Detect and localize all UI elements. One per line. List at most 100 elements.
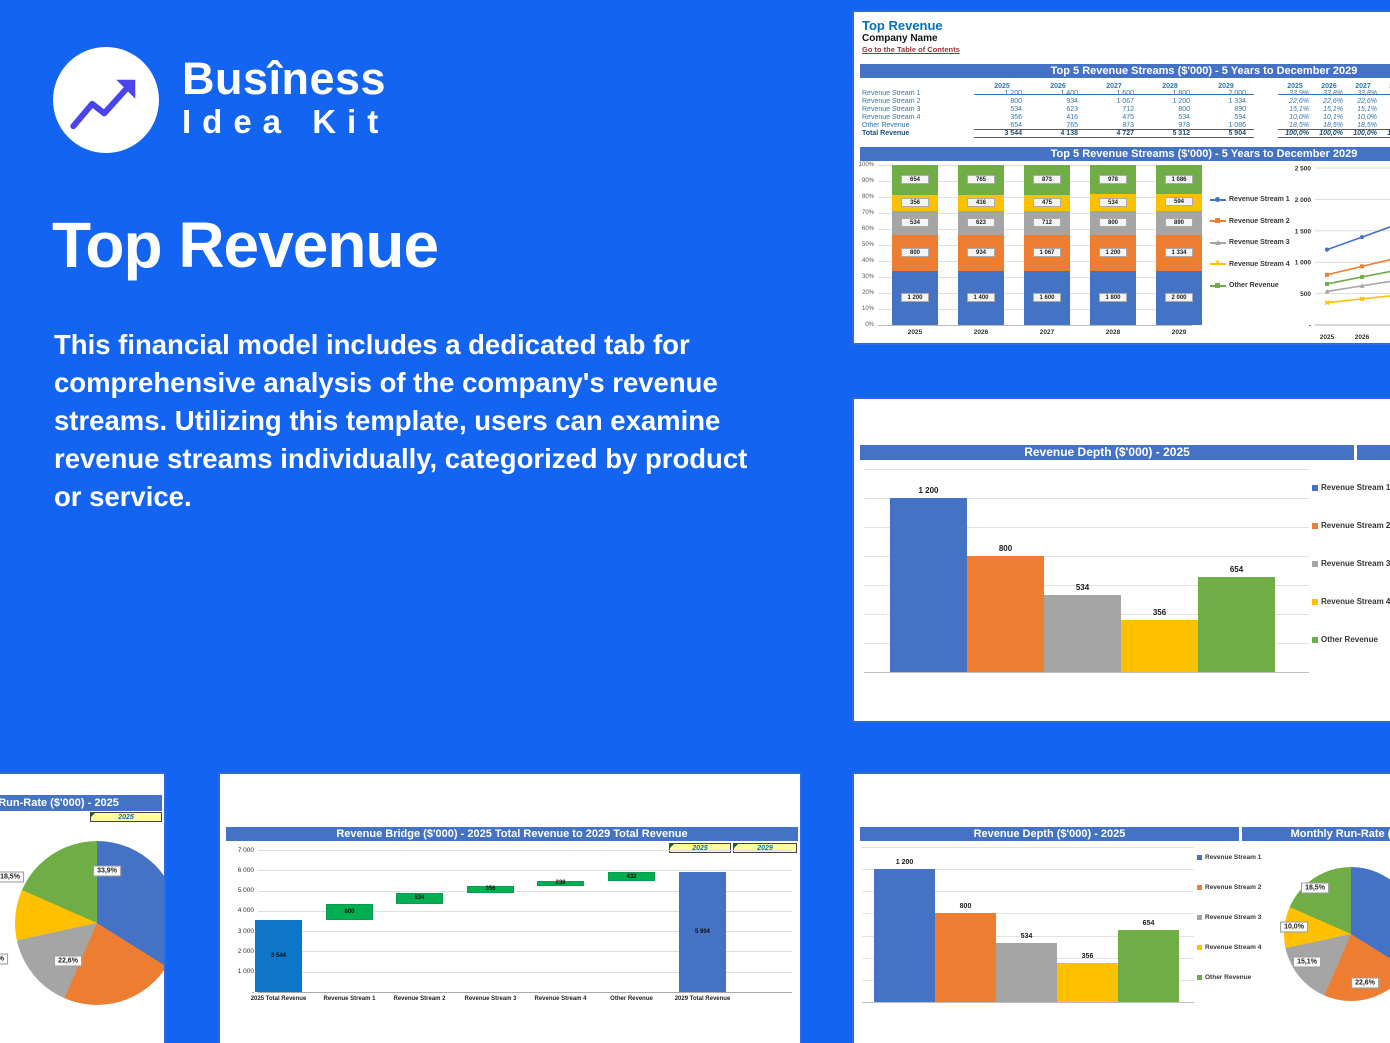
table-cell: 22,6% bbox=[1380, 98, 1390, 106]
bar-data-label: 1 200 bbox=[895, 859, 914, 867]
bar-data-label: 800 bbox=[998, 544, 1013, 553]
table-cell: 1 086 bbox=[1198, 122, 1254, 130]
legend-label: Revenue Stream 4 bbox=[1321, 597, 1390, 606]
table-header-bar: Top 5 Revenue Streams ($'000) - 5 Years … bbox=[860, 64, 1390, 78]
bridge-header-bar: Revenue Bridge ($'000) - 2025 Total Reve… bbox=[226, 827, 798, 841]
legend-item: Revenue Stream 2 bbox=[1210, 218, 1290, 225]
bar-data-label: 654 bbox=[1229, 565, 1244, 575]
table-cell: 22,6% bbox=[1323, 98, 1343, 105]
gridline bbox=[258, 850, 792, 851]
bar bbox=[874, 869, 935, 1002]
bar bbox=[935, 913, 996, 1002]
table-cell bbox=[1254, 106, 1278, 114]
legend-item: Revenue Stream 1 bbox=[1197, 854, 1261, 861]
svg-text:1 000: 1 000 bbox=[1295, 260, 1312, 267]
y-axis-label: 100% bbox=[858, 161, 874, 168]
gridline bbox=[862, 869, 1194, 871]
segment-data-label: 712 bbox=[1033, 217, 1061, 227]
table-cell: 10,0% bbox=[1289, 114, 1309, 121]
square-marker-icon bbox=[1197, 975, 1202, 980]
x-axis-category-label: 2025 Total Revenue bbox=[250, 996, 307, 1002]
brand-line2: Idea Kit bbox=[182, 103, 390, 140]
legend-item: Revenue Stream 3 bbox=[1197, 914, 1261, 921]
chart-header-bar: Top 5 Revenue Streams ($'000) - 5 Years … bbox=[860, 147, 1390, 161]
table-cell: 15,1% bbox=[1289, 106, 1309, 113]
segment-data-label: 890 bbox=[1165, 217, 1193, 227]
year-selector-cell[interactable]: 2025 bbox=[90, 812, 162, 822]
table-cell: Revenue Stream 2 bbox=[862, 98, 921, 105]
table-cell: 15,1% bbox=[1357, 106, 1377, 113]
gridline bbox=[862, 891, 1194, 893]
legend-label: Revenue Stream 2 bbox=[1205, 884, 1262, 891]
gridline bbox=[862, 935, 1194, 937]
bridge-year-from-cell[interactable]: 2025 bbox=[669, 843, 731, 853]
legend-label: Other Revenue bbox=[1321, 635, 1378, 644]
segment-data-label: 873 bbox=[1033, 174, 1061, 184]
bar-data-label: 534 bbox=[1075, 582, 1090, 592]
table-cell: 22,6% bbox=[1357, 98, 1377, 105]
table-cell: 10,1% bbox=[1380, 114, 1390, 122]
svg-text:500: 500 bbox=[1300, 291, 1311, 298]
table-cell: 10,1% bbox=[1323, 114, 1343, 121]
segment-data-label: 765 bbox=[967, 174, 995, 184]
gridline bbox=[864, 556, 1309, 557]
pie-percentage-label: 15,1% bbox=[0, 953, 8, 965]
table-cell: 2029 bbox=[1198, 82, 1254, 95]
legend-line-icon bbox=[1210, 282, 1226, 288]
y-axis-label: 70% bbox=[861, 209, 874, 216]
x-axis-label: 2029 bbox=[1171, 329, 1187, 336]
bar-data-label: 1 200 bbox=[918, 486, 939, 495]
waterfall-chart: - 1 000 2 000 3 000 4 000 5 000 6 000 7 000 3 54… bbox=[220, 774, 800, 1043]
legend-label: Other Revenue bbox=[1205, 974, 1252, 981]
table-cell: 534 bbox=[1178, 114, 1190, 121]
table-cell: 33,8% bbox=[1357, 90, 1377, 97]
segment-data-label: 594 bbox=[1165, 197, 1193, 207]
svg-text:2026: 2026 bbox=[1355, 334, 1370, 341]
legend-item: Revenue Stream 1 bbox=[1312, 483, 1390, 492]
table-cell: 1 400 bbox=[1060, 90, 1078, 97]
table-cell: 100,0% bbox=[1278, 130, 1312, 138]
square-marker-icon bbox=[1215, 218, 1220, 223]
segment-data-label: 978 bbox=[1099, 174, 1127, 184]
gridline bbox=[258, 971, 792, 973]
x-axis-label: 2026 bbox=[973, 329, 989, 336]
table-cell: 15,1% bbox=[1323, 106, 1343, 113]
table-cell: 800 bbox=[1010, 98, 1022, 105]
pie-percentage-label: 10,0% bbox=[1280, 921, 1308, 933]
bar bbox=[996, 942, 1057, 1002]
table-cell: 2025 bbox=[1278, 82, 1312, 95]
segment-data-label: 1 200 bbox=[901, 292, 929, 302]
depth-header-bar: Revenue Depth ($'000) - 2025 bbox=[860, 445, 1354, 460]
x-axis-label: 2028 bbox=[1105, 329, 1121, 336]
y-axis-label: 3 000 bbox=[237, 927, 254, 935]
bar bbox=[1198, 577, 1275, 672]
table-of-contents-link[interactable]: Go to the Table of Contents bbox=[862, 45, 960, 54]
bridge-year-to-cell[interactable]: 2029 bbox=[733, 843, 797, 853]
bar bbox=[1118, 929, 1179, 1002]
waterfall-bar: 800 bbox=[326, 903, 373, 921]
table-cell: 22,6% bbox=[1289, 98, 1309, 105]
y-axis-label: 6 000 bbox=[237, 866, 254, 874]
x-marker-icon: ✕ bbox=[1215, 260, 1221, 266]
monthly-run-rate-panel: Monthly Run-Rate ($'000) - 2025 2025 33,… bbox=[0, 772, 166, 1043]
table-cell: 5 904 bbox=[1198, 130, 1254, 138]
pie-percentage-label: 22,6% bbox=[1351, 977, 1379, 989]
gridline bbox=[864, 469, 1309, 470]
legend-label: Revenue Stream 3 bbox=[1321, 559, 1390, 568]
sheet-title: Top Revenue bbox=[862, 18, 943, 33]
square-marker-icon bbox=[1312, 560, 1318, 567]
revenue-bridge-panel: Revenue Bridge ($'000) - 2025 Total Reve… bbox=[218, 772, 802, 1043]
table-cell: 1 200 bbox=[1004, 90, 1022, 97]
segment-data-label: 800 bbox=[901, 247, 929, 257]
x-axis-label: 2027 bbox=[1039, 329, 1055, 336]
circle-marker-icon bbox=[1215, 196, 1220, 202]
table-cell: 18,5% bbox=[1278, 122, 1312, 130]
gridline bbox=[258, 870, 792, 872]
legend-label: Revenue Stream 3 bbox=[1229, 239, 1290, 246]
table-cell: Revenue Stream 4 bbox=[862, 114, 921, 121]
table-cell: 18,5% bbox=[1312, 122, 1346, 130]
y-axis-label: 1 000 bbox=[237, 968, 254, 976]
segment-data-label: 2 000 bbox=[1165, 292, 1193, 302]
